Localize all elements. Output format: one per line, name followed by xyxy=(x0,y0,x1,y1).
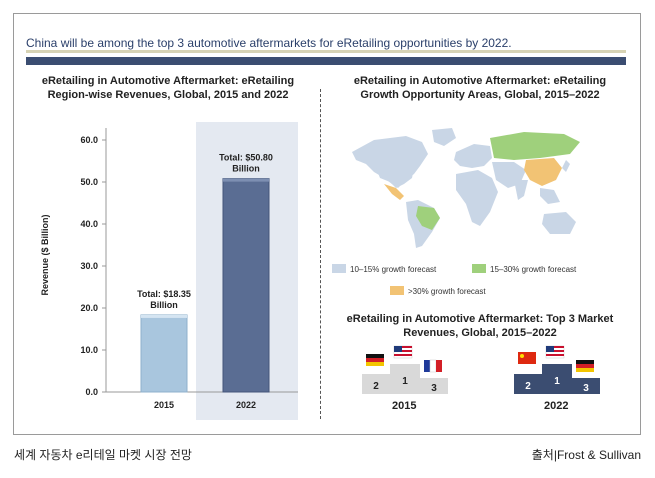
dashed-divider xyxy=(320,89,321,419)
y-tick-label: 20.0 xyxy=(80,303,98,313)
data-label-2015-line2: Billion xyxy=(150,300,178,310)
y-tick-label: 40.0 xyxy=(80,219,98,229)
x-tick-label-2022: 2022 xyxy=(236,400,256,410)
legend-item-high: >30% growth forecast xyxy=(390,286,486,296)
y-tick-label: 0.0 xyxy=(85,387,98,397)
china-flag-icon xyxy=(518,352,536,364)
podium-2015-third-block xyxy=(420,378,448,394)
bar-top-highlight-2015 xyxy=(141,314,187,318)
region-japan xyxy=(562,160,570,172)
podium-2022-first-label: 1 xyxy=(554,376,560,387)
world-map xyxy=(352,128,580,248)
podium-2022-second-label: 2 xyxy=(525,381,531,392)
podium-2015-second-block xyxy=(362,374,390,394)
usa-flag-icon xyxy=(393,345,413,359)
region-mexico xyxy=(384,184,404,200)
bar-2015 xyxy=(140,314,188,393)
bar-2022 xyxy=(222,178,270,393)
bar-chart-title: eRetailing in Automotive Aftermarket: eR… xyxy=(28,74,308,102)
podium-2022-third-label: 3 xyxy=(583,383,589,394)
region-australia xyxy=(542,212,576,234)
legend-item-low: 10–15% growth forecast xyxy=(332,264,436,274)
podium-2022-year: 2022 xyxy=(544,400,569,412)
legend-label-high: >30% growth forecast xyxy=(408,287,486,296)
legend-label-low: 10–15% growth forecast xyxy=(350,265,437,274)
bar-chart-title-line2: Region-wise Revenues, Global, 2015 and 2… xyxy=(47,89,289,101)
map-title: eRetailing in Automotive Aftermarket: eR… xyxy=(330,74,630,102)
top3-title-line2: Revenues, Global, 2015–2022 xyxy=(403,327,557,339)
podium-2015-second-label: 2 xyxy=(373,381,379,392)
usa-flag-icon xyxy=(545,345,565,359)
revenue-bar-chart: Revenue ($ Billion) 0.0 10.0 20.0 30.0 40.0 5… xyxy=(40,122,298,420)
data-label-2015-line1: Total: $18.35 xyxy=(137,289,191,299)
map-title-line1: eRetailing in Automotive Aftermarket: eR… xyxy=(353,75,607,87)
legend-item-mid: 15–30% growth forecast xyxy=(472,264,576,274)
region-russia xyxy=(490,132,580,160)
germany-flag-icon xyxy=(576,360,594,372)
region-southeast-asia xyxy=(540,188,560,204)
podium-2015-first-label: 1 xyxy=(402,376,408,387)
legend-swatch-mid xyxy=(472,264,486,273)
caption-right: 출처|Frost & Sullivan xyxy=(531,448,641,462)
france-flag-icon xyxy=(424,359,442,373)
caption-left: 세계 자동차 e리테일 마켓 시장 전망 xyxy=(14,448,192,462)
region-india xyxy=(514,180,528,200)
germany-flag-icon xyxy=(366,354,384,366)
region-europe xyxy=(454,144,492,168)
top3-title: eRetailing in Automotive Aftermarket: To… xyxy=(330,312,630,340)
y-ticks: 0.0 10.0 20.0 30.0 40.0 50.0 60.0 xyxy=(80,135,106,397)
divider-rule-thin xyxy=(26,50,626,53)
bar-top-highlight-2022 xyxy=(223,178,269,182)
region-usa xyxy=(376,168,414,188)
podium-2015-third-label: 3 xyxy=(431,383,437,394)
podium-2015-year: 2015 xyxy=(392,400,417,412)
podium-2022-third-block xyxy=(572,378,600,394)
data-label-2022-line1: Total: $50.80 xyxy=(219,153,273,163)
region-greenland xyxy=(432,128,456,146)
podium-2015: 2 1 3 xyxy=(362,345,448,394)
legend-swatch-high xyxy=(390,286,404,295)
data-label-2022-line2: Billion xyxy=(232,164,260,174)
headline: China will be among the top 3 automotive… xyxy=(26,36,512,50)
legend-swatch-low xyxy=(332,264,346,273)
x-tick-label-2015: 2015 xyxy=(154,400,174,410)
podium-2022-second-block xyxy=(514,374,542,394)
divider-rule-thick xyxy=(26,57,626,65)
podium-2022-first-block xyxy=(542,364,572,394)
region-china xyxy=(524,158,562,186)
y-tick-label: 50.0 xyxy=(80,177,98,187)
y-tick-label: 10.0 xyxy=(80,345,98,355)
region-africa xyxy=(456,170,498,226)
infographic-frame: China will be among the top 3 automotive… xyxy=(13,13,641,435)
region-brazil xyxy=(416,206,440,230)
podium-2015-first-block xyxy=(390,364,420,394)
y-tick-label: 30.0 xyxy=(80,261,98,271)
map-title-line2: Growth Opportunity Areas, Global, 2015–2… xyxy=(360,89,600,101)
top3-title-line1: eRetailing in Automotive Aftermarket: To… xyxy=(346,313,614,325)
podium-2022: 2 1 3 xyxy=(514,345,600,394)
bar-chart-title-line1: eRetailing in Automotive Aftermarket: eR… xyxy=(41,75,295,87)
y-tick-label: 60.0 xyxy=(80,135,98,145)
legend-label-mid: 15–30% growth forecast xyxy=(490,265,577,274)
y-axis-label: Revenue ($ Billion) xyxy=(40,214,50,295)
